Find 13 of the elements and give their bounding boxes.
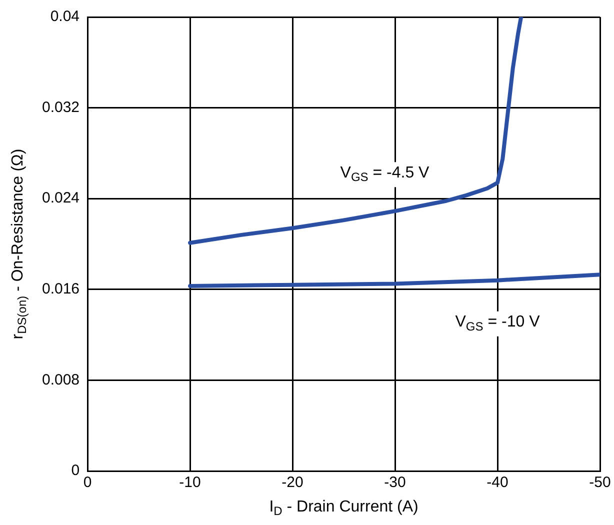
- y-tick-label: 0.016: [42, 280, 80, 298]
- x-tick-label: -50: [589, 474, 611, 492]
- y-axis-title: rDS(on) - On-Resistance (Ω): [9, 148, 30, 340]
- x-tick-label: -30: [384, 474, 406, 492]
- x-tick-label: 0: [83, 474, 92, 492]
- y-tick-label: 0.04: [50, 8, 80, 26]
- y-tick-label: 0.024: [42, 190, 80, 207]
- x-tick-label: -40: [486, 474, 508, 492]
- x-tick-label: -20: [282, 474, 304, 492]
- y-tick-label: 0.032: [42, 98, 80, 116]
- y-tick-label: 0.008: [42, 371, 80, 388]
- x-tick-label: -10: [179, 474, 201, 492]
- y-tick-label: 0: [71, 462, 80, 480]
